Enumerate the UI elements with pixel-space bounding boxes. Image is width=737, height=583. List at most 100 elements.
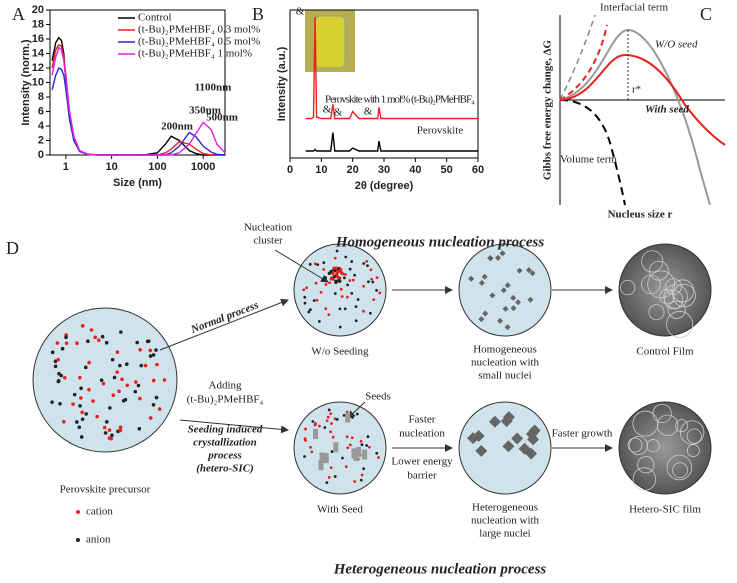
- particle: [316, 263, 320, 267]
- particle: [350, 436, 354, 440]
- nucleus: [525, 447, 538, 460]
- particle: [333, 417, 337, 421]
- arrow: [347, 401, 366, 419]
- x-tick-label: 40: [409, 164, 421, 176]
- y-tick-label: 8: [38, 91, 44, 103]
- grain: [663, 284, 688, 309]
- x-tick-label: 30: [378, 164, 390, 176]
- seed: [351, 448, 357, 459]
- particle: [307, 310, 311, 314]
- particle: [313, 423, 317, 427]
- particle: [346, 295, 349, 299]
- particle: [378, 291, 382, 295]
- label: With seed: [645, 104, 689, 116]
- particle: [367, 280, 370, 284]
- particle: [362, 309, 365, 313]
- grain: [629, 436, 648, 456]
- grain: [627, 437, 643, 453]
- particle: [362, 467, 366, 471]
- particle: [315, 298, 319, 302]
- particle: [302, 288, 306, 292]
- particle: [87, 360, 91, 365]
- particle: [329, 430, 332, 434]
- particle: [317, 319, 321, 323]
- particle: [154, 348, 158, 352]
- particle: [329, 412, 333, 416]
- particle: [353, 480, 357, 483]
- particle: [118, 363, 122, 368]
- nucleus: [475, 444, 488, 457]
- particle: [80, 417, 85, 422]
- nucleus: [511, 432, 524, 445]
- particle: [50, 400, 54, 404]
- nucleus: [502, 305, 509, 312]
- particle: [366, 264, 369, 267]
- particle: [330, 422, 333, 425]
- particle: [308, 308, 312, 312]
- particle: [151, 403, 156, 407]
- label: With Seed: [317, 504, 363, 516]
- legend-label: (t-Bu)₂PMeHBF₄ 0.3 mol%: [138, 24, 260, 36]
- particle: [145, 339, 150, 344]
- particle: [139, 363, 144, 368]
- arrow: [159, 298, 289, 351]
- particle: [75, 420, 79, 424]
- particle: [325, 419, 329, 423]
- particle: [79, 435, 84, 439]
- particle: [115, 370, 120, 374]
- label: nucleation: [399, 428, 445, 440]
- particle: [333, 475, 337, 478]
- seed: [313, 428, 319, 439]
- particle: [110, 357, 115, 362]
- particle: [375, 451, 379, 455]
- particle: [305, 286, 309, 290]
- particle: [107, 436, 112, 440]
- x-tick-label: 20: [347, 164, 359, 176]
- particle: [369, 268, 373, 272]
- particle: [95, 414, 99, 419]
- interfacial-curve: [559, 14, 596, 101]
- label: Nucleus size r: [608, 209, 673, 221]
- grain: [652, 403, 672, 424]
- label: (t-Bu)₂PMeHBF₄: [187, 394, 264, 406]
- particle: [62, 419, 66, 424]
- particle: [333, 256, 337, 260]
- particle: [353, 273, 356, 277]
- particle: [148, 354, 153, 358]
- particle: [84, 412, 88, 416]
- y-axis-label: Intensity (a.u.): [276, 46, 288, 121]
- label: nucleation with: [471, 357, 540, 369]
- annotation: 350nm: [189, 105, 221, 117]
- nucleus: [481, 273, 488, 280]
- y-tick-label: 20: [32, 4, 44, 16]
- particle: [63, 375, 67, 380]
- particle: [354, 305, 358, 308]
- grain: [648, 304, 665, 321]
- particle: [322, 261, 326, 265]
- particle: [356, 298, 360, 301]
- legend-label: (t-Bu)₂PMeHBF₄ 0.5 mol%: [138, 36, 260, 48]
- particle: [338, 307, 342, 311]
- particle: [56, 379, 61, 384]
- particle: [365, 444, 369, 447]
- anion-dot: [76, 538, 80, 542]
- label: cation: [86, 506, 113, 518]
- particle: [342, 276, 346, 280]
- particle: [86, 339, 90, 343]
- nucleus: [500, 415, 513, 428]
- particle: [103, 431, 108, 435]
- nucleus: [516, 267, 523, 274]
- particle: [375, 288, 378, 292]
- annotation: &: [334, 107, 343, 119]
- grain: [641, 250, 664, 273]
- particle: [338, 268, 343, 272]
- vial: [314, 15, 346, 69]
- grain: [632, 410, 659, 437]
- particle: [118, 428, 123, 433]
- particle: [346, 283, 350, 287]
- particle: [89, 328, 94, 332]
- particle: [344, 255, 348, 259]
- series-line: [51, 46, 226, 156]
- particle: [151, 378, 156, 383]
- particle: [151, 353, 156, 357]
